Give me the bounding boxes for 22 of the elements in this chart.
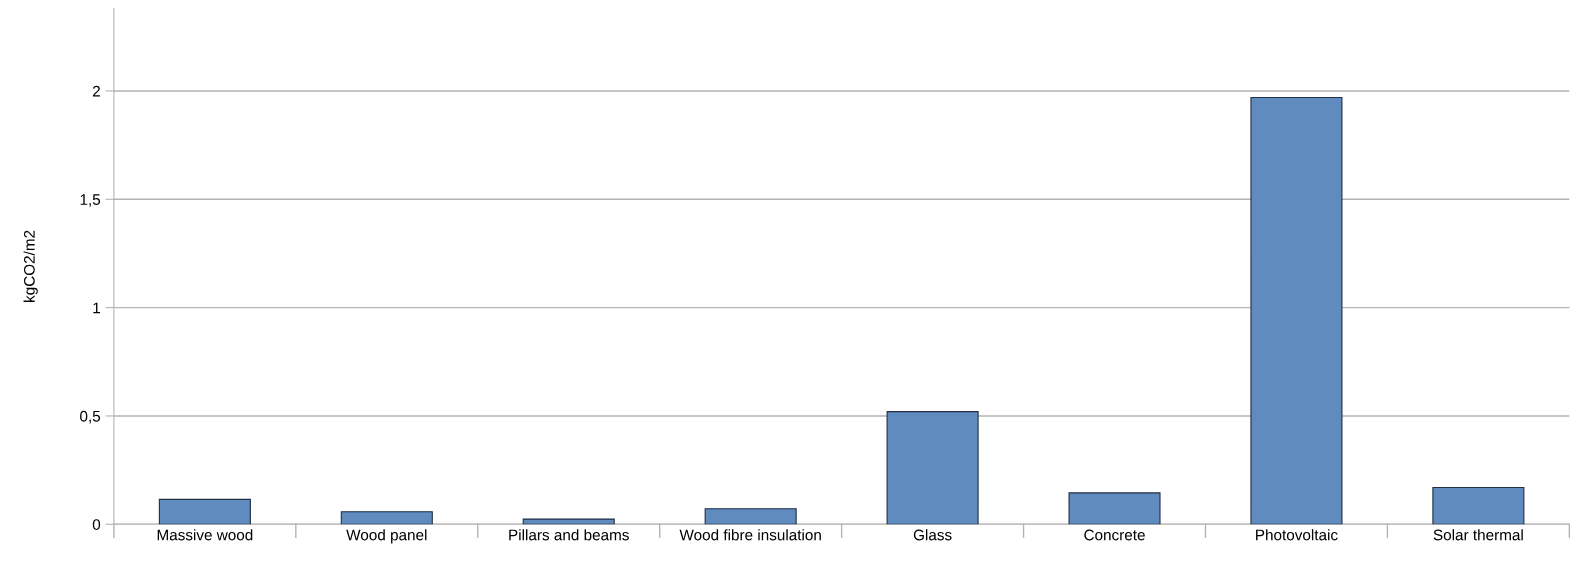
bar [704, 508, 797, 525]
x-tick-label: Massive wood [157, 529, 253, 541]
x-tick-label: Wood fibre insulation [679, 529, 821, 541]
bar [1432, 486, 1525, 525]
y-tick-label: 1 [93, 302, 100, 314]
y-tick-label: 0,5 [80, 410, 101, 424]
bar [158, 498, 251, 525]
x-tick-label: Glass [913, 529, 952, 541]
x-tick-label: Photovoltaic [1256, 529, 1338, 541]
x-tick-label: Solar thermal [1433, 529, 1523, 541]
x-tick-label: Pillars and beams [509, 529, 629, 541]
bar [886, 411, 979, 525]
bar [522, 518, 615, 525]
y-axis-title: kgCO2/m2 [23, 230, 38, 302]
bar [1250, 96, 1343, 525]
x-tick-label: Wood panel [346, 529, 427, 544]
bar [1068, 492, 1161, 525]
x-tick-label: Concrete [1084, 529, 1145, 541]
y-tick-label: 0 [92, 519, 101, 530]
bar [340, 511, 433, 525]
y-tick-label: 1,5 [80, 194, 101, 207]
y-tick-label: 2 [92, 85, 100, 97]
